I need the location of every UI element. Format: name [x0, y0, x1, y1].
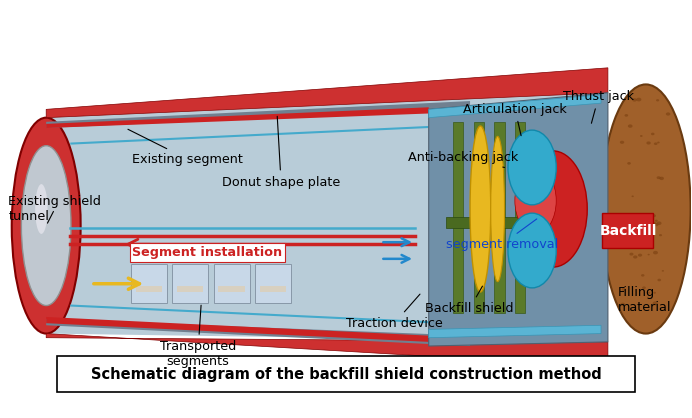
Text: Traction device: Traction device: [346, 294, 443, 330]
Ellipse shape: [641, 237, 646, 241]
Ellipse shape: [656, 99, 659, 102]
Ellipse shape: [632, 98, 637, 102]
Ellipse shape: [12, 117, 81, 334]
Text: Segment installation: Segment installation: [132, 246, 282, 259]
Text: Schematic diagram of the backfill shield construction method: Schematic diagram of the backfill shield…: [91, 367, 601, 382]
Text: Backfill: Backfill: [600, 224, 657, 238]
Ellipse shape: [657, 142, 659, 143]
Ellipse shape: [640, 135, 643, 137]
Ellipse shape: [508, 213, 556, 288]
Bar: [494, 122, 504, 313]
Bar: [453, 122, 463, 313]
Ellipse shape: [654, 143, 657, 145]
Ellipse shape: [653, 251, 658, 255]
Text: Existing shield
tunnel: Existing shield tunnel: [8, 195, 101, 223]
Ellipse shape: [621, 303, 625, 306]
FancyBboxPatch shape: [172, 264, 208, 303]
Ellipse shape: [508, 130, 556, 205]
Ellipse shape: [653, 301, 658, 305]
Text: Anti-backing jack: Anti-backing jack: [408, 150, 518, 168]
Ellipse shape: [626, 214, 630, 216]
Ellipse shape: [491, 136, 504, 282]
Bar: [515, 122, 525, 313]
Ellipse shape: [638, 254, 642, 257]
Polygon shape: [46, 101, 470, 128]
Ellipse shape: [641, 274, 644, 277]
Text: Existing segment: Existing segment: [128, 129, 243, 166]
Ellipse shape: [657, 176, 661, 179]
Ellipse shape: [642, 286, 646, 289]
Ellipse shape: [21, 146, 71, 306]
Bar: [473, 122, 484, 313]
Ellipse shape: [648, 254, 650, 255]
Polygon shape: [429, 95, 601, 117]
FancyArrowPatch shape: [128, 239, 150, 249]
Bar: [136, 286, 162, 292]
Text: Donut shape plate: Donut shape plate: [222, 116, 340, 189]
Ellipse shape: [652, 214, 656, 217]
Ellipse shape: [628, 125, 632, 128]
Bar: [219, 286, 245, 292]
Ellipse shape: [35, 184, 48, 234]
Polygon shape: [46, 334, 608, 367]
FancyBboxPatch shape: [131, 264, 167, 303]
Text: Backfill shield: Backfill shield: [426, 286, 513, 315]
Ellipse shape: [659, 177, 664, 180]
FancyBboxPatch shape: [602, 213, 653, 248]
FancyBboxPatch shape: [214, 264, 250, 303]
Text: Thrust jack: Thrust jack: [563, 90, 634, 123]
Polygon shape: [46, 68, 608, 117]
FancyArrowPatch shape: [383, 255, 410, 263]
Ellipse shape: [601, 84, 691, 334]
Ellipse shape: [654, 223, 659, 226]
Polygon shape: [46, 317, 429, 342]
Text: Filling
material: Filling material: [618, 286, 672, 314]
Polygon shape: [71, 126, 429, 145]
Ellipse shape: [630, 252, 633, 255]
FancyBboxPatch shape: [57, 357, 635, 392]
Ellipse shape: [633, 255, 637, 259]
Ellipse shape: [627, 162, 631, 165]
Polygon shape: [429, 325, 601, 338]
Ellipse shape: [638, 304, 640, 306]
Text: segment removal: segment removal: [446, 219, 558, 251]
Ellipse shape: [620, 141, 624, 144]
FancyArrowPatch shape: [383, 238, 410, 246]
Ellipse shape: [470, 126, 491, 292]
Bar: [177, 286, 203, 292]
Ellipse shape: [651, 133, 655, 135]
Ellipse shape: [636, 98, 641, 102]
Ellipse shape: [624, 114, 628, 117]
Ellipse shape: [621, 288, 626, 291]
Polygon shape: [46, 107, 429, 128]
FancyBboxPatch shape: [255, 264, 291, 303]
Polygon shape: [46, 93, 608, 342]
Ellipse shape: [515, 168, 556, 234]
Ellipse shape: [652, 222, 657, 225]
Ellipse shape: [638, 215, 641, 217]
Ellipse shape: [653, 292, 656, 294]
Ellipse shape: [648, 292, 650, 294]
Ellipse shape: [655, 220, 658, 222]
Ellipse shape: [646, 141, 650, 145]
Ellipse shape: [657, 222, 662, 225]
Ellipse shape: [666, 112, 671, 116]
FancyArrowPatch shape: [93, 278, 140, 289]
Polygon shape: [46, 319, 470, 346]
Bar: [446, 217, 529, 228]
Ellipse shape: [662, 270, 664, 272]
Text: Transported
segments: Transported segments: [160, 305, 236, 368]
Ellipse shape: [632, 196, 634, 197]
Ellipse shape: [657, 279, 661, 281]
Text: Articulation jack: Articulation jack: [463, 103, 567, 136]
Ellipse shape: [518, 151, 588, 267]
Polygon shape: [71, 304, 429, 323]
Bar: [260, 286, 286, 292]
Polygon shape: [429, 93, 608, 346]
Ellipse shape: [659, 234, 662, 236]
